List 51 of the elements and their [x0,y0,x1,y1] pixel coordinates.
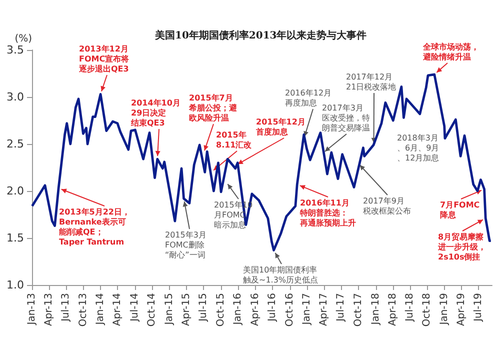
y-tick-label: 2.0 [6,184,24,198]
x-tick-label: Apr-19 [456,293,467,326]
annotation: 美国10年期国债利率触及~1.3%历史低点 [243,266,318,284]
annotation: 2017年12月21日税改落地 [346,72,396,92]
annotation: 2013年5月22日，Bernanke表示可能削减QE；Taper Tantrum [59,208,130,246]
annotation: 2014年10月29日决定结束QE3 [130,98,180,128]
annotation: 2018年3月、6月、9月、12月加息 [397,134,440,162]
x-tick-label: Oct-16 [284,293,296,327]
x-tick-label: Jul-15 [198,293,210,322]
x-tick-label: Apr-18 [387,293,398,326]
x-tick-label: Apr-15 [180,293,192,326]
x-tick-label: Jul-14 [129,293,140,322]
x-tick-label: Apr-14 [112,293,124,326]
x-tick-label: Jan-15 [164,293,175,326]
y-tick-label: 3.5 [6,44,24,56]
annotation: 2015年12月首度加息 [255,118,306,136]
x-tick-label: Jul-17 [336,293,347,322]
annotation: 2017年9月税改框架公布 [363,196,411,216]
x-tick-label: Jan-13 [26,293,38,326]
x-tick-label: Jan-17 [302,293,313,326]
y-tick-label: 1.5 [6,232,24,244]
annotation: 2015年3月FOMC删除“耐心”一词 [165,230,206,260]
x-tick-label: Apr-17 [318,293,330,326]
x-tick-label: Jan-19 [439,293,450,326]
y-tick-label: 1.0 [6,278,24,292]
x-tick-label: Oct-14 [146,293,158,327]
x-tick-label: Jan-18 [370,293,382,326]
x-tick-label: Oct-17 [353,293,364,327]
line-series [30,73,492,252]
annotation: 2013年12月FOMC宣布将逐步退出QE3 [78,44,130,74]
chart-title: 美国10年期国债利率2013年以来走势与大事件 [154,30,367,42]
annotation: 2016年11月特朗普胜选：再通胀预期上升 [299,198,356,228]
x-tick-label: Oct-15 [215,293,226,327]
x-tick-label: Apr-13 [43,293,54,326]
x-tick-label: Jul-19 [473,293,484,322]
x-tick-label: Jul-13 [60,293,72,322]
x-tick-label: Jan-14 [95,293,106,326]
x-tick-label: Jul-16 [266,293,278,322]
annotation: 全球市场动荡，避险情绪升温 [422,42,479,62]
x-tick-label: Oct-13 [78,293,89,327]
x-tick-label: Apr-16 [250,293,261,326]
annotation: 2015年7月希腊公投；避欧风险升温 [188,94,238,122]
x-tick-label: Oct-18 [422,293,433,327]
y-tick-label: 3.0 [6,90,24,104]
y-axis-title: (%) [14,34,32,44]
annotation: 8月贸易摩擦进一步升级，2s10s倒挂 [437,232,486,262]
y-tick-label: 2.5 [6,138,24,150]
x-tick-label: Jan-16 [232,293,244,326]
x-tick-label: Jul-18 [404,293,416,322]
annotation: 2015年8.11汇改 [216,130,253,150]
annotation: 7月FOMC降息 [440,200,480,220]
